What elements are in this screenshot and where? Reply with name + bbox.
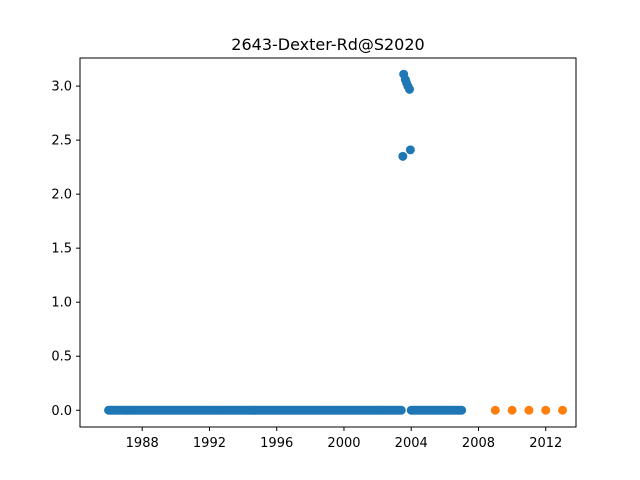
x-tick-label: 2000 — [327, 436, 360, 451]
y-tick-label: 1.0 — [51, 296, 72, 311]
data-point — [405, 84, 415, 94]
plot-frame — [79, 57, 577, 428]
data-point — [398, 151, 408, 161]
x-tick-label: 2008 — [462, 436, 495, 451]
data-point — [396, 405, 406, 415]
series-2 — [490, 405, 568, 415]
y-tick-label: 2.5 — [51, 134, 72, 149]
y-tick-label: 0.0 — [51, 404, 72, 419]
data-points — [104, 69, 568, 415]
data-point — [541, 405, 551, 415]
data-point — [457, 405, 467, 415]
x-tick-label: 1996 — [260, 436, 293, 451]
data-point — [405, 145, 415, 155]
data-point — [507, 405, 517, 415]
axes: 1988 1992 1996 2000 2004 2008 2012 0.0 0.5 1.0 1.5… — [51, 80, 562, 451]
series-1 — [104, 69, 467, 415]
y-tick-label: 0.5 — [51, 350, 72, 365]
x-tick-label: 1988 — [126, 436, 159, 451]
data-point — [558, 405, 568, 415]
x-tick-label: 2012 — [529, 436, 562, 451]
x-tick-label: 1992 — [193, 436, 226, 451]
y-tick-label: 3.0 — [51, 80, 72, 95]
x-tick-label: 2004 — [395, 436, 428, 451]
data-point — [490, 405, 500, 415]
y-tick-label: 1.5 — [51, 242, 72, 257]
data-point — [524, 405, 534, 415]
chart-title: 2643-Dexter-Rd@S2020 — [231, 35, 424, 54]
y-tick-label: 2.0 — [51, 188, 72, 203]
